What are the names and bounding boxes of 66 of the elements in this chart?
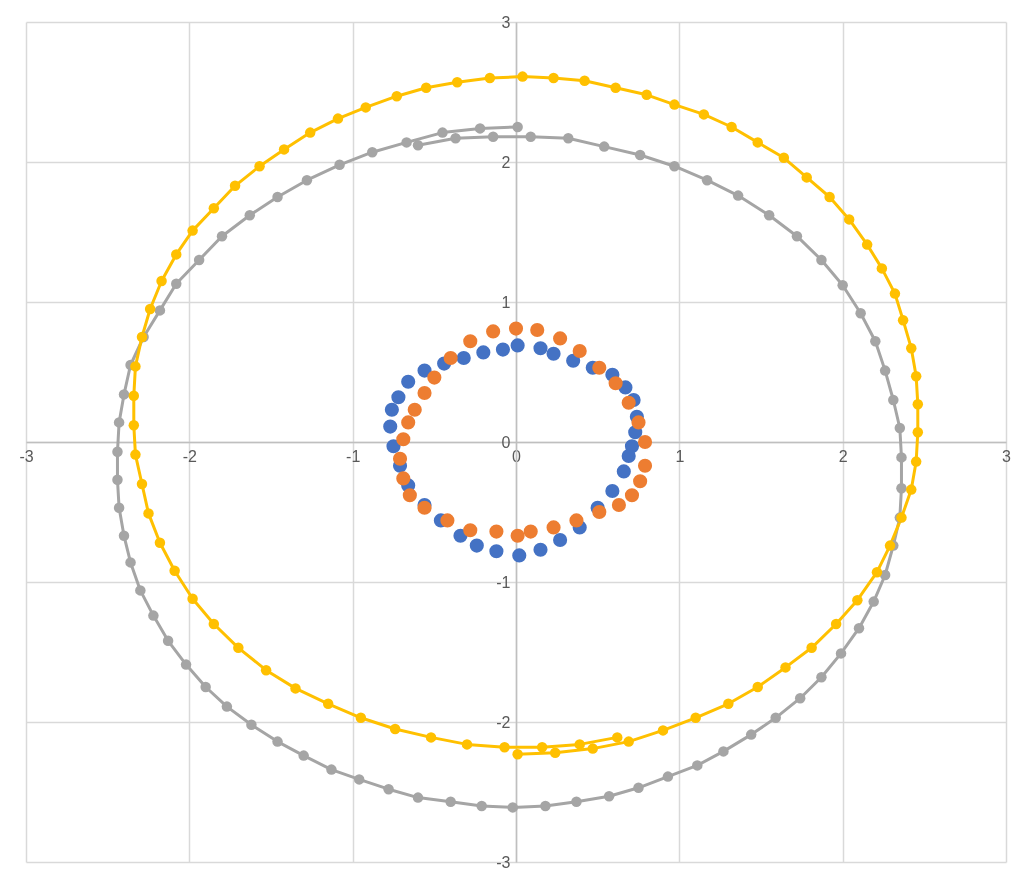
point xyxy=(489,524,504,539)
point xyxy=(569,513,584,528)
point xyxy=(533,341,548,356)
point xyxy=(566,353,581,368)
point xyxy=(523,524,538,539)
point xyxy=(605,483,620,499)
y-tick-label: 1 xyxy=(501,293,511,311)
x-tick-label: -2 xyxy=(182,447,198,465)
point xyxy=(611,497,626,513)
point xyxy=(486,324,501,339)
y-tick-label: -2 xyxy=(496,713,511,731)
x-tick-label: -1 xyxy=(346,447,361,465)
point xyxy=(546,346,561,361)
point xyxy=(407,402,422,417)
point xyxy=(621,448,636,464)
y-tick-label: 3 xyxy=(501,13,511,31)
point xyxy=(637,458,653,473)
point xyxy=(510,338,525,353)
point xyxy=(402,488,417,503)
point xyxy=(386,439,401,454)
point xyxy=(512,548,527,563)
point xyxy=(463,334,478,349)
point xyxy=(616,464,631,479)
point xyxy=(383,419,398,434)
point xyxy=(510,528,525,543)
point xyxy=(384,402,399,417)
point xyxy=(443,350,458,366)
point xyxy=(572,343,587,359)
point xyxy=(476,345,491,360)
point xyxy=(608,376,623,391)
point xyxy=(440,513,455,528)
point xyxy=(469,538,484,553)
point xyxy=(546,520,561,535)
point xyxy=(417,385,432,401)
point xyxy=(624,488,640,503)
y-tick-label: 0 xyxy=(501,433,511,451)
point xyxy=(495,342,510,357)
point xyxy=(592,360,607,375)
point xyxy=(508,321,524,336)
y-tick-label: -1 xyxy=(496,573,511,591)
point xyxy=(427,370,442,385)
point xyxy=(530,322,545,338)
point xyxy=(633,474,648,489)
x-tick-label: 1 xyxy=(675,447,685,465)
point xyxy=(396,432,411,447)
point xyxy=(401,415,416,430)
x-tick-label: -3 xyxy=(19,447,34,465)
point xyxy=(401,374,416,389)
x-tick-label: 2 xyxy=(838,447,848,465)
point xyxy=(489,544,504,559)
point xyxy=(456,350,471,366)
point xyxy=(637,434,653,450)
point xyxy=(553,532,568,548)
point xyxy=(631,415,646,430)
point xyxy=(592,504,607,520)
point xyxy=(392,451,408,466)
point xyxy=(533,542,548,557)
point xyxy=(463,523,478,538)
y-tick-label: 2 xyxy=(501,153,511,171)
point xyxy=(396,471,411,486)
point xyxy=(417,363,432,378)
point xyxy=(553,331,568,346)
point xyxy=(391,390,406,405)
y-tick-label: -3 xyxy=(496,853,511,871)
x-tick-label: 3 xyxy=(1002,447,1012,465)
point xyxy=(621,395,636,410)
